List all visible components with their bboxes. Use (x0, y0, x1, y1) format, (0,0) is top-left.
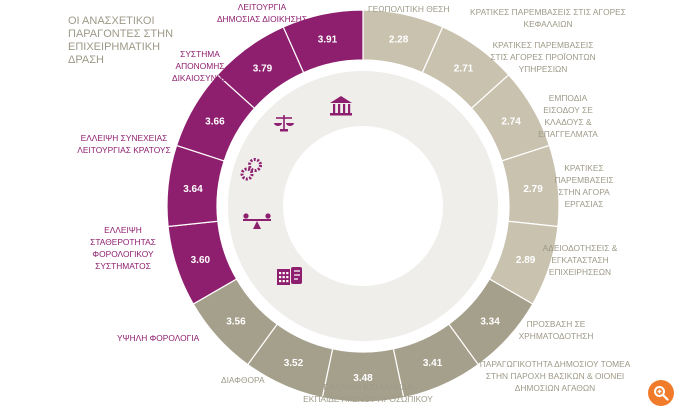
segment-label: ΚΡΑΤΙΚΕΣ ΠΑΡΕΜΒΑΣΕΙΣ ΣΤΙΣ ΑΓΟΡΕΣ ΠΡΟΪΟΝΤΩ… (490, 40, 595, 74)
segment-label: ΕΜΠΟΔΙΑ ΕΙΣΟΔΟΥ ΣΕ ΚΛΑΔΟΥΣ & ΕΠΑΓΓΕΛΜΑΤΑ (538, 93, 598, 139)
segment-value: 2.28 (389, 35, 409, 46)
segment-label-line: ΕΛΛΕΙΨΗ (104, 225, 142, 235)
segment-label-line: ΕΠΙΧΕΙΡΗΣΕΩΝ (549, 267, 611, 277)
segment-value: 2.89 (516, 255, 536, 266)
segment-label: ΕΛΛΕΙΨΗ ΚΑΤΑΛΛΗΛΑ ΕΚΠΑΙΔΕΥΜΕΝΟΥ ΠΡΟΣΩΠΙΚΟ… (303, 382, 433, 404)
segment-label-line: ΔΙΚΑΙΟΣΥΝΗΣ (172, 73, 228, 83)
segment-labels: ΓΕΩΠΟΛΙΤΙΚΗ ΘΕΣΗ ΚΡΑΤΙΚΕΣ ΠΑΡΕΜΒΑΣΕΙΣ ΣΤΙ… (77, 2, 630, 404)
gears-icon (240, 158, 262, 181)
segment-value: 3.41 (423, 358, 443, 369)
center-hole (283, 126, 443, 286)
segment-label-line: ΕΛΛΕΙΨΗ ΣΥΝΕΧΕΙΑΣ (81, 133, 168, 143)
chart-title-line: ΟΙ ΑΝΑΣΧΕΤΙΚΟΙ (68, 15, 155, 27)
segment-label: ΛΕΙΤΟΥΡΓΙΑ ΔΗΜΟΣΙΑΣ ΔΙΟΙΚΗΣΗΣ (217, 2, 307, 24)
segment-label: ΕΛΛΕΙΨΗ ΣΥΝΕΧΕΙΑΣ ΛΕΙΤΟΥΡΓΙΑΣ ΚΡΑΤΟΥΣ (77, 133, 170, 155)
segment-value: 2.79 (523, 184, 543, 195)
segment-label-line: ΦΟΡΟΛΟΓΙΚΟΥ (92, 249, 154, 259)
segment-label-line: ΑΔΕΙΟΔΟΤΗΣΕΙΣ & (543, 243, 618, 253)
segment-label: ΚΡΑΤΙΚΕΣ ΠΑΡΕΜΒΑΣΕΙΣ ΣΤΗΝ ΑΓΟΡΑ ΕΡΓΑΣΙΑΣ (554, 163, 613, 209)
segment-label-line: ΕΜΠΟΔΙΑ (549, 93, 588, 103)
segment-label: ΥΨΗΛΗ ΦΟΡΟΛΟΓΙΑ (117, 333, 200, 343)
segment-label: ΚΡΑΤΙΚΕΣ ΠΑΡΕΜΒΑΣΕΙΣ ΣΤΙΣ ΑΓΟΡΕΣ ΚΕΦΑΛΑΙΩ… (470, 7, 626, 29)
segment-value: 3.64 (183, 184, 203, 195)
segment-label-line: ΔΗΜΟΣΙΑΣ ΔΙΟΙΚΗΣΗΣ (217, 14, 307, 24)
segment-label: ΔΙΑΦΘΟΡΑ (221, 375, 265, 385)
segment-label: ΕΛΛΕΙΨΗ ΣΤΑΘΕΡΟΤΗΤΑΣ ΦΟΡΟΛΟΓΙΚΟΥ ΣΥΣΤΗΜΑΤΟΣ (90, 225, 156, 271)
segment-label-line: ΛΕΙΤΟΥΡΓΙΑΣ ΚΡΑΤΟΥΣ (77, 145, 170, 155)
chart-title-line: ΔΡΑΣΗ (68, 54, 104, 66)
segment-value: 3.52 (284, 358, 304, 369)
segment-label-line: ΚΛΑΔΟΥΣ & (544, 117, 592, 127)
tax-documents-icon (277, 267, 302, 285)
segment-label: ΣΥΣΤΗΜΑ ΑΠΟΝΟΜΗΣ ΔΙΚΑΙΟΣΥΝΗΣ (172, 49, 228, 83)
segment-label-line: ΣΥΣΤΗΜΑ (180, 49, 220, 59)
segment-label-line: ΣΥΣΤΗΜΑΤΟΣ (95, 261, 151, 271)
scales-icon (274, 115, 294, 132)
zoom-icon (654, 386, 669, 401)
segment-value: 3.34 (480, 316, 500, 327)
segment-label-line: ΣΤΗΝ ΠΑΡΟΧΗ ΒΑΣΙΚΩΝ & ΟΙΟΝΕΙ (486, 371, 625, 381)
segment-label-line: ΚΕΦΑΛΑΙΩΝ (523, 19, 572, 29)
chart-title-line: ΕΠΙΧΕΙΡΗΜΑΤΙΚΗ (68, 41, 160, 53)
segment-value: 2.74 (501, 117, 521, 128)
segment-label: ΠΡΟΣΒΑΣΗ ΣΕ ΧΡΗΜΑΤΟΔΟΤΗΣΗ (519, 319, 594, 341)
seesaw-icon (243, 213, 271, 229)
segment-label: ΠΑΡΑΓΩΓΙΚΟΤΗΤΑ ΔΗΜΟΣΙΟΥ ΤΟΜΕΑ ΣΤΗΝ ΠΑΡΟΧΗ… (480, 359, 631, 393)
segment-label-line: ΚΡΑΤΙΚΕΣ (564, 163, 603, 173)
segment-value: 3.66 (205, 117, 225, 128)
segment-label-line: ΠΑΡΑΓΩΓΙΚΟΤΗΤΑ ΔΗΜΟΣΙΟΥ ΤΟΜΕΑ (480, 359, 631, 369)
zoom-button[interactable] (648, 380, 674, 406)
segment-label-line: ΑΠΟΝΟΜΗΣ (176, 61, 225, 71)
chart-ring: 2.28 2.71 2.74 2.79 2.89 3.34 3.41 3.48 3.52 3.56… (166, 9, 560, 403)
segment-label-line: ΔΙΑΦΘΟΡΑ (221, 375, 265, 385)
ring-segment (282, 9, 364, 74)
segment-label: ΑΔΕΙΟΔΟΤΗΣΕΙΣ & ΕΓΚΑΤΑΣΤΑΣΗ ΕΠΙΧΕΙΡΗΣΕΩΝ (543, 243, 618, 277)
segment-value: 3.56 (226, 316, 246, 327)
segment-label-line: ΣΤΗΝ ΑΓΟΡΑ (558, 187, 610, 197)
bank-icon (330, 96, 352, 116)
segment-label-line: ΠΑΡΕΜΒΑΣΕΙΣ (554, 175, 613, 185)
segment-label-line: ΥΨΗΛΗ ΦΟΡΟΛΟΓΙΑ (117, 333, 200, 343)
segment-value: 3.48 (353, 373, 373, 384)
segment-value: 2.71 (454, 64, 474, 75)
segment-label-line: ΕΓΚΑΤΑΣΤΑΣΗ (551, 255, 608, 265)
segment-label-line: ΥΠΗΡΕΣΙΩΝ (519, 64, 568, 74)
center-icons (240, 96, 352, 285)
segment-label-line: ΣΤΙΣ ΑΓΟΡΕΣ ΠΡΟΪΟΝΤΩΝ (490, 52, 595, 62)
segment-label-line: ΠΡΟΣΒΑΣΗ ΣΕ (527, 319, 586, 329)
chart-title-line: ΠΑΡΑΓΟΝΤΕΣ ΣΤΗΝ (68, 28, 173, 40)
segment-label-line: ΔΗΜΟΣΙΩΝ ΑΓΑΘΩΝ (515, 383, 595, 393)
segment-label-line: ΛΕΙΤΟΥΡΓΙΑ (238, 2, 287, 12)
segment-label: ΓΕΩΠΟΛΙΤΙΚΗ ΘΕΣΗ (368, 4, 450, 14)
segment-label-line: ΓΕΩΠΟΛΙΤΙΚΗ ΘΕΣΗ (368, 4, 450, 14)
segment-label-line: ΕΚΠΑΙΔΕΥΜΕΝΟΥ ΠΡΟΣΩΠΙΚΟΥ (303, 394, 433, 404)
segment-value: 3.79 (253, 64, 273, 75)
segment-label-line: ΚΡΑΤΙΚΕΣ ΠΑΡΕΜΒΑΣΕΙΣ ΣΤΙΣ ΑΓΟΡΕΣ (470, 7, 626, 17)
segment-value: 3.91 (318, 35, 338, 46)
segment-label-line: ΕΠΑΓΓΕΛΜΑΤΑ (538, 129, 598, 139)
segment-label-line: ΧΡΗΜΑΤΟΔΟΤΗΣΗ (519, 331, 594, 341)
segment-label-line: ΚΡΑΤΙΚΕΣ ΠΑΡΕΜΒΑΣΕΙΣ (493, 40, 594, 50)
segment-label-line: ΕΙΣΟΔΟΥ ΣΕ (543, 105, 593, 115)
segment-label-line: ΕΡΓΑΣΙΑΣ (565, 199, 604, 209)
segment-label-line: ΣΤΑΘΕΡΟΤΗΤΑΣ (90, 237, 156, 247)
segment-label-line: ΕΛΛΕΙΨΗ ΚΑΤΑΛΛΗΛΑ (323, 382, 413, 392)
segment-value: 3.60 (191, 255, 211, 266)
